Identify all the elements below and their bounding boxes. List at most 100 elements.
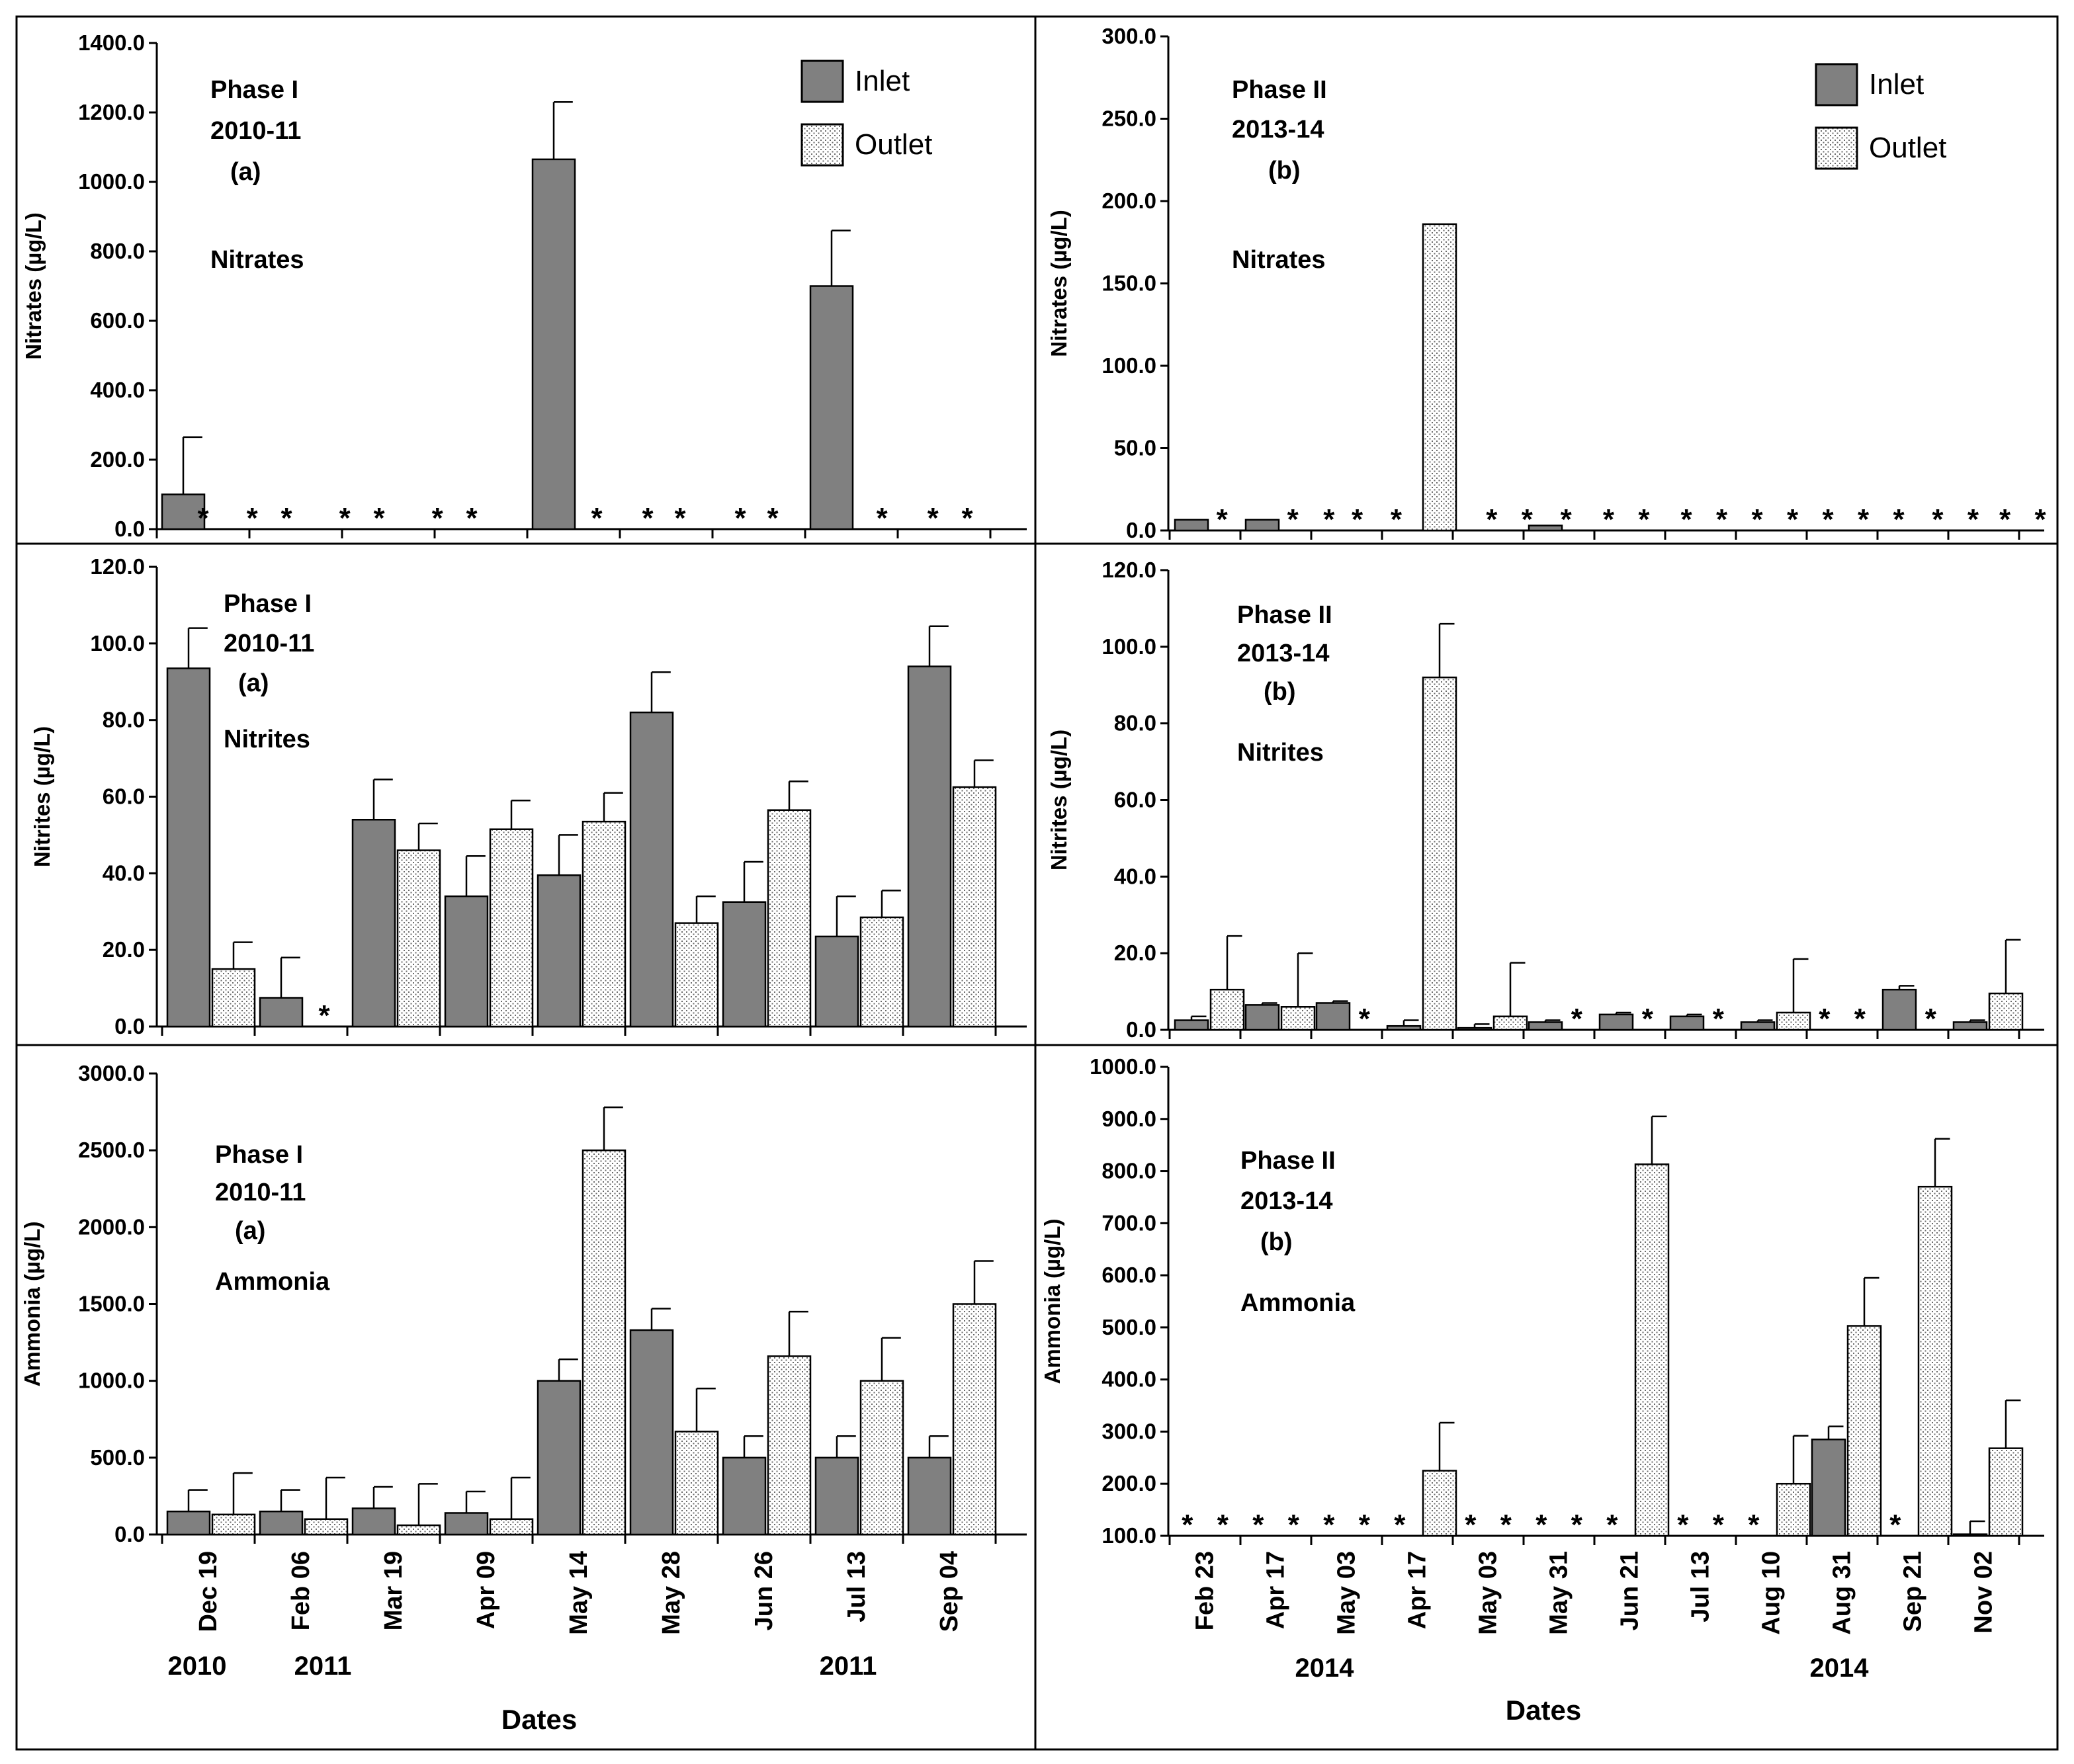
year-label: 2014: [1295, 1654, 1355, 1683]
x-category-label: Apr 17: [1404, 1551, 1432, 1629]
not-detected-marker: *: [1999, 503, 2011, 536]
not-detected-marker: *: [1889, 1509, 1901, 1541]
y-tick-label: 1000.0: [78, 169, 145, 194]
not-detected-marker: *: [1787, 503, 1799, 536]
inlet-bar: [629, 1329, 674, 1536]
not-detected-marker: *: [877, 502, 888, 534]
x-category-label: May 03: [1333, 1551, 1361, 1635]
y-axis-label: Ammonia (µg/L): [20, 1222, 44, 1387]
y-tick-label: 0.0: [1126, 518, 1156, 542]
x-category-label: May 31: [1545, 1551, 1573, 1635]
outlet-bar: [211, 968, 256, 1028]
legend-outlet-label: Outlet: [855, 128, 932, 161]
y-tick-label: 250.0: [1102, 106, 1156, 131]
panel-annotation: (b): [1260, 1228, 1293, 1256]
outlet-bar: [211, 1513, 256, 1536]
x-category-label: Feb 23: [1191, 1551, 1219, 1630]
not-detected-marker: *: [1287, 503, 1299, 536]
panel-annotation: Phase I: [215, 1141, 303, 1169]
panel-annotation: (a): [235, 1217, 265, 1245]
panel-annotation: 2013-14: [1237, 640, 1329, 667]
y-tick-label: 600.0: [90, 308, 145, 333]
not-detected-marker: *: [1823, 503, 1835, 536]
not-detected-marker: *: [1500, 1509, 1512, 1541]
inlet-bar: [1174, 519, 1209, 532]
outlet-bar: [952, 1303, 997, 1536]
inlet-bar: [1740, 1021, 1776, 1031]
outlet-bar: [1492, 1015, 1528, 1031]
outlet-bar: [952, 786, 997, 1028]
inlet-bar: [1669, 1015, 1705, 1031]
x-category-label: Aug 31: [1829, 1551, 1856, 1635]
not-detected-marker: *: [1638, 503, 1650, 536]
not-detected-marker: *: [767, 502, 779, 534]
outlet-bar: [767, 1355, 812, 1536]
not-detected-marker: *: [1854, 1003, 1866, 1035]
ammonia-phase1-chart: 0.0 500.0 1000.0 1500.0 2000.0 2500.0 3000.0 Am…: [20, 1061, 1027, 1546]
not-detected-marker: *: [1752, 503, 1764, 536]
y-tick-label: 3000.0: [78, 1061, 145, 1085]
not-detected-marker: *: [1394, 1509, 1406, 1541]
y-axis-label: Ammonia (µg/L): [1040, 1219, 1064, 1384]
phase1-date-labels: Dec 19 Feb 06 Mar 19 Apr 09 May 14 May 28 Jun …: [194, 1551, 963, 1635]
x-category-label: Apr 09: [472, 1551, 500, 1629]
not-detected-marker: *: [1535, 1509, 1547, 1541]
y-tick-label: 40.0: [103, 861, 145, 885]
not-detected-marker: *: [674, 502, 686, 534]
panel-annotation: Phase II: [1237, 601, 1332, 629]
y-axis-label: Nitrates (µg/L): [21, 212, 46, 360]
panel-annotation: 2013-14: [1232, 116, 1324, 144]
inlet-bar: [907, 665, 952, 1028]
y-tick-label: 0.0: [114, 1522, 145, 1546]
outlet-bar: [1209, 988, 1245, 1031]
outlet-bar: [1988, 1447, 2024, 1537]
y-tick-label: 1200.0: [78, 100, 145, 124]
inlet-bar: [814, 1456, 859, 1536]
outlet-bar: [489, 1518, 534, 1536]
y-tick-label: 0.0: [1126, 1017, 1156, 1042]
y-tick-label: 100.0: [90, 631, 145, 655]
y-tick-label: 20.0: [1114, 941, 1156, 965]
y-tick-label: 300.0: [1102, 24, 1156, 48]
panel-annotation: Nitrates: [1232, 246, 1326, 274]
figure-frame: [15, 15, 2059, 1751]
legend-phase2: Inlet Outlet: [1815, 63, 1946, 170]
not-detected-marker: *: [591, 502, 603, 534]
x-category-label: Mar 19: [380, 1551, 408, 1630]
x-category-label: Sep 04: [935, 1551, 963, 1632]
panel-annotation: (b): [1268, 157, 1301, 185]
not-detected-marker: *: [1603, 503, 1615, 536]
outlet-bar: [674, 1431, 719, 1536]
panel-annotation: 2010-11: [215, 1179, 306, 1206]
y-tick-label: 800.0: [90, 239, 145, 263]
outlet-bar: [767, 809, 812, 1028]
outlet-bar: [859, 916, 904, 1028]
outlet-bar: [396, 849, 441, 1028]
not-detected-marker: *: [1967, 503, 1979, 536]
outlet-bar: [582, 1149, 627, 1536]
not-detected-marker: *: [961, 502, 973, 534]
y-tick-label: 800.0: [1102, 1159, 1156, 1183]
panel-annotation: 2013-14: [1240, 1187, 1332, 1215]
inlet-bar: [259, 997, 304, 1028]
y-tick-label: 60.0: [1114, 788, 1156, 812]
year-label: 2010: [168, 1652, 227, 1681]
panel-annotation: Ammonia: [215, 1268, 330, 1296]
not-detected-marker: *: [1858, 503, 1870, 536]
outlet-bar: [1422, 676, 1457, 1031]
not-detected-marker: *: [318, 999, 330, 1032]
not-detected-marker: *: [1713, 1509, 1725, 1541]
legend-outlet-swatch: [800, 123, 844, 167]
outlet-bar: [859, 1380, 904, 1536]
not-detected-marker: *: [432, 502, 444, 534]
not-detected-marker: *: [1561, 503, 1573, 536]
inlet-bar: [1528, 1021, 1563, 1031]
not-detected-marker: *: [1571, 1509, 1583, 1541]
y-tick-label: 200.0: [1102, 1471, 1156, 1495]
phase2-date-labels: Feb 23 Apr 17 May 03 Apr 17 May 03 May 31 Jun …: [1191, 1551, 1998, 1635]
not-detected-marker: *: [1391, 503, 1403, 536]
y-tick-label: 1400.0: [78, 30, 145, 55]
outlet-bar: [674, 922, 719, 1028]
inlet-bar: [907, 1456, 952, 1536]
outlet-bar: [489, 828, 534, 1028]
